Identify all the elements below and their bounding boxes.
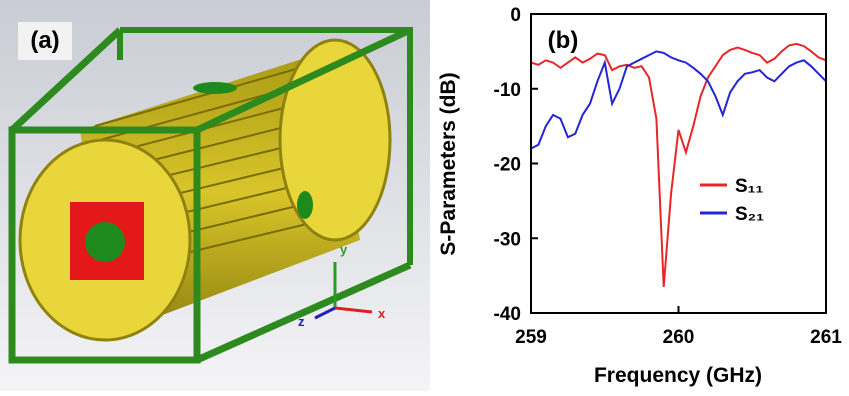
y-tick-label: 0 [510,5,521,26]
x-tick-label: 261 [810,327,842,348]
y-axis-label: S-Parameters (dB) [437,72,460,255]
x-axis-label: Frequency (GHz) [594,364,762,387]
y-tick-label: -10 [494,80,521,101]
port-side [297,191,313,219]
x-tick-label: 259 [515,327,547,348]
plot-frame [531,14,826,313]
x-tick-label: 260 [663,327,695,348]
y-tick-label: -20 [494,155,521,176]
panel-label: (b) [548,27,579,54]
y-tick-label: -40 [494,304,521,325]
port-front [85,222,125,262]
axis-label: x [378,306,386,321]
legend-label: S₂₁ [735,204,764,225]
cylinder-back-cap [280,40,390,240]
y-tick-label: -30 [494,229,521,250]
panel-a: (a) y z x [0,0,430,391]
panel-label: (a) [30,27,59,54]
axis-label: y [340,242,348,257]
legend-label: S₁₁ [735,176,764,197]
panel-b: (b) Frequency (GHz) S-Parameters (dB) -4… [437,5,842,387]
figure: (a) y z x (b) Frequency (GHz) S-Paramete… [0,0,849,391]
axis-label: z [298,314,305,329]
series-line [531,44,826,287]
port-top [193,82,237,94]
